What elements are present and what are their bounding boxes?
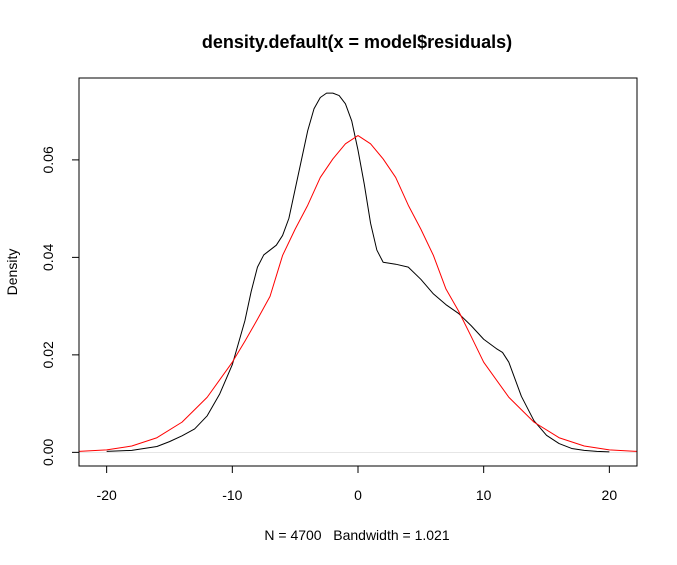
x-tick-label: 10 — [476, 487, 492, 503]
plot-frame — [78, 77, 638, 467]
x-axis-label: N = 4700 Bandwidth = 1.021 — [264, 527, 449, 543]
x-tick-label: -10 — [222, 487, 242, 503]
chart-title: density.default(x = model$residuals) — [202, 32, 512, 52]
axes: -20 -10 0 10 20 0.00 0.02 0.04 0.06 — [40, 146, 617, 503]
normal-density-curve — [78, 135, 638, 452]
density-curve — [106, 92, 610, 453]
y-tick-label: 0.06 — [40, 146, 56, 173]
plot-area — [78, 92, 638, 453]
y-tick-label: 0.04 — [40, 244, 56, 271]
x-tick-label: -20 — [97, 487, 117, 503]
y-tick-label: 0.00 — [40, 439, 56, 466]
x-tick-label: 0 — [354, 487, 362, 503]
y-axis-label: Density — [4, 249, 20, 296]
x-tick-label: 20 — [602, 487, 618, 503]
y-tick-label: 0.02 — [40, 341, 56, 368]
